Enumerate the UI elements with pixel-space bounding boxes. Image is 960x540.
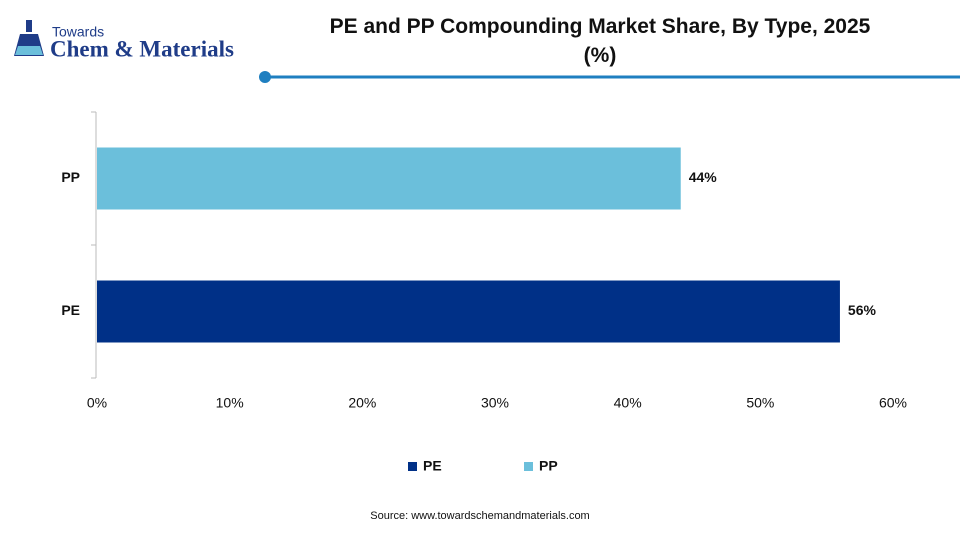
bar — [97, 147, 681, 210]
data-label: 44% — [689, 169, 718, 185]
header-dot — [259, 71, 271, 83]
x-tick-label: 20% — [348, 395, 376, 411]
y-tick-label: PE — [61, 302, 80, 318]
source: Source: www.towardschemandmaterials.com — [370, 510, 589, 522]
x-tick-label: 60% — [879, 395, 907, 411]
legend-swatch — [524, 462, 533, 471]
x-tick-label: 40% — [614, 395, 642, 411]
logo-icon — [14, 20, 44, 56]
legend-swatch — [408, 462, 417, 471]
data-label: 56% — [848, 302, 877, 318]
logo-top: Towards — [52, 24, 104, 40]
legend-label: PE — [423, 458, 442, 474]
y-tick-label: PP — [61, 169, 80, 185]
x-tick-label: 0% — [87, 395, 107, 411]
bar — [97, 280, 840, 343]
logo-brand: Chem & Materials — [50, 36, 234, 61]
x-tick-label: 10% — [216, 395, 244, 411]
x-tick-label: 30% — [481, 395, 509, 411]
x-tick-label: 50% — [746, 395, 774, 411]
legend-label: PP — [539, 458, 558, 474]
chart-title: PE and PP Compounding Market Share, By T… — [329, 15, 871, 67]
